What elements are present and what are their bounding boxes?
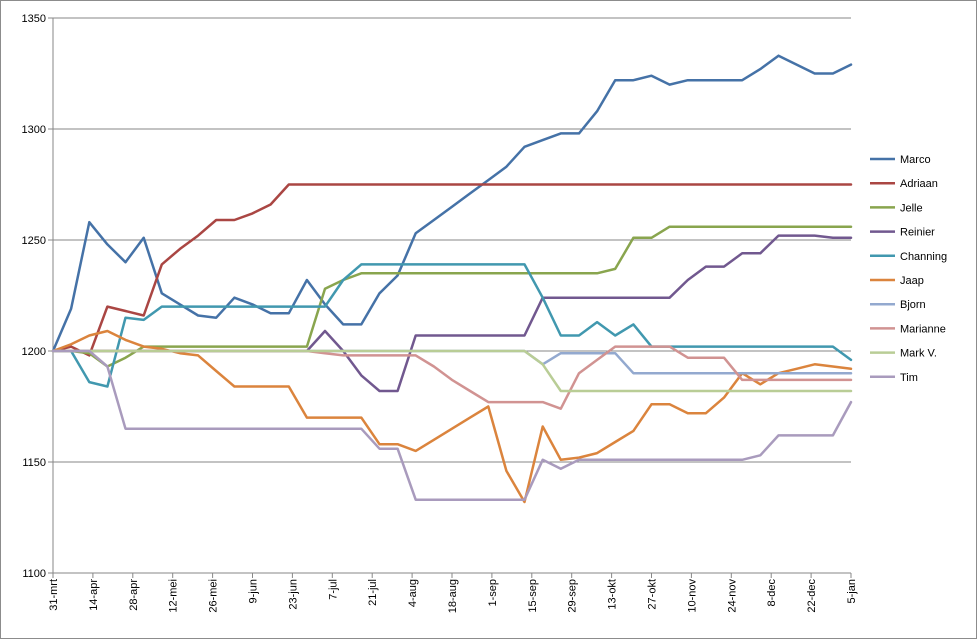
series-line-tim bbox=[51, 349, 853, 501]
x-tick-label: 28-apr bbox=[128, 579, 140, 611]
x-tick-label: 22-dec bbox=[806, 579, 818, 613]
x-tick-label: 1-sep bbox=[487, 579, 499, 607]
series-line-jelle bbox=[51, 225, 853, 368]
y-tick-label: 1100 bbox=[22, 568, 46, 580]
series-line-marianne bbox=[51, 345, 853, 410]
x-tick-label: 24-nov bbox=[726, 579, 738, 613]
series-line-marco bbox=[51, 54, 853, 353]
x-tick-label: 29-sep bbox=[567, 579, 579, 613]
x-tick-label: 27-okt bbox=[647, 579, 659, 610]
x-tick-label: 21-jul bbox=[367, 579, 379, 606]
series-line-adriaan bbox=[51, 183, 853, 357]
x-tick-label: 7-jul bbox=[327, 579, 339, 600]
x-tick-label: 12-mei bbox=[168, 579, 180, 613]
series-line-channing bbox=[51, 263, 853, 388]
x-tick-label: 31-mrt bbox=[48, 579, 60, 611]
legend-label: Tim bbox=[900, 372, 918, 384]
y-axis: 1100 1150 1200 1250 1300 1350 bbox=[22, 13, 54, 580]
x-tick-label: 15-sep bbox=[527, 579, 539, 613]
x-tick-label: 4-aug bbox=[407, 579, 419, 607]
x-tick-label: 23-jun bbox=[287, 579, 299, 610]
x-tick-label: 9-jun bbox=[248, 579, 260, 603]
legend-label: Channing bbox=[900, 251, 947, 263]
x-tick-label: 10-nov bbox=[686, 579, 698, 613]
legend-label: Jelle bbox=[900, 202, 923, 214]
y-tick-label: 1200 bbox=[22, 346, 46, 358]
x-axis: 31-mrt 14-apr 28-apr 12-mei 26-mei 9-jun 23-ju… bbox=[48, 572, 858, 613]
legend-label: Jaap bbox=[900, 275, 924, 287]
x-tick-label: 8-dec bbox=[766, 579, 778, 607]
x-tick-label: 13-okt bbox=[607, 579, 619, 610]
legend-label: Reinier bbox=[900, 227, 935, 239]
legend-label: Bjorn bbox=[900, 299, 926, 311]
gridlines bbox=[53, 17, 851, 574]
legend-label: Marianne bbox=[900, 323, 946, 335]
y-tick-label: 1250 bbox=[22, 235, 46, 247]
x-tick-label: 14-apr bbox=[88, 579, 100, 611]
legend-label: Marco bbox=[900, 154, 931, 166]
legend-label: Mark V. bbox=[900, 348, 937, 360]
plot-area bbox=[51, 54, 853, 504]
y-tick-label: 1150 bbox=[22, 457, 46, 469]
series-line-jaap bbox=[51, 329, 853, 504]
x-tick-label: 26-mei bbox=[208, 579, 220, 613]
y-tick-label: 1350 bbox=[22, 13, 46, 25]
legend-label: Adriaan bbox=[900, 178, 938, 190]
x-tick-label: 5-jan bbox=[846, 579, 858, 603]
y-tick-label: 1300 bbox=[22, 124, 46, 136]
series-line-mark-v bbox=[51, 349, 853, 393]
series-line-bjorn bbox=[51, 349, 853, 375]
legend: Marco Adriaan Jelle Reinier Channing Jaap Bjor… bbox=[870, 154, 947, 384]
x-tick-label: 18-aug bbox=[447, 579, 459, 613]
